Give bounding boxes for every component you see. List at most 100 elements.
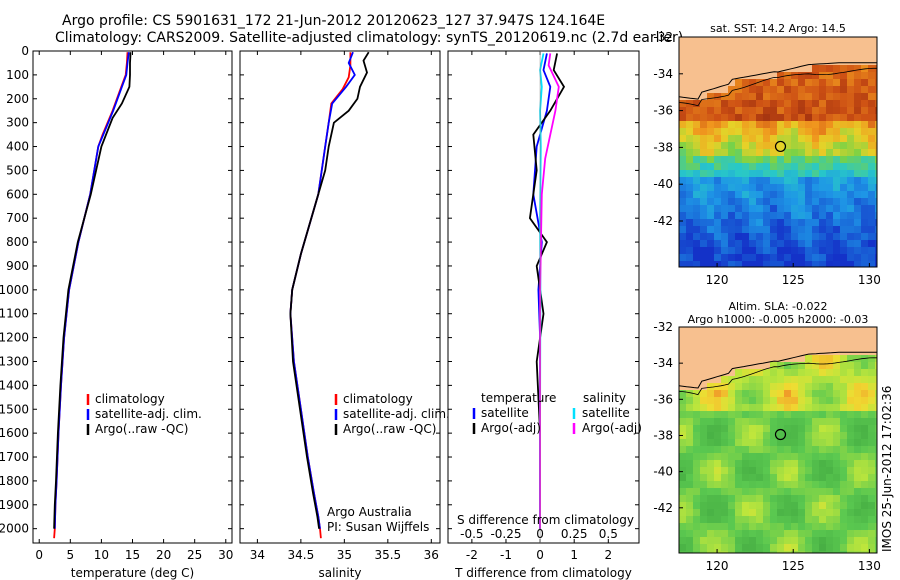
map-sst-cell [861,100,868,107]
map-sst-cell [826,44,833,51]
map-sla-cell [798,397,805,404]
map-sst-cell [749,142,756,149]
map-sst-cell [749,100,756,107]
map-sst-cell [756,58,763,65]
map-sst-cell [819,261,826,267]
temperature-xtick-label: 20 [156,548,171,562]
map-sla-cell [791,425,798,432]
map-sla-cell [721,516,728,523]
map-sst-cell [861,240,868,247]
map-sst-cell [840,121,847,128]
map-sla-cell [756,488,763,495]
map-sla-cell [700,362,707,369]
map-sst-cell [868,86,875,93]
map-sst-cell [777,198,784,205]
map-sla-cell [784,411,791,418]
map-sla-cell [700,397,707,404]
map-sst-cell [679,121,686,128]
map-sla-cell [756,383,763,390]
map-sst-cell [742,135,749,142]
map-sla-cell [840,530,847,537]
map-sla-cell [693,411,700,418]
map-sla-cell [847,446,854,453]
map-sla-cell [812,474,819,481]
map-sla-cell [833,488,840,495]
map-sst-cell [840,205,847,212]
map-sla-cell [805,509,812,516]
map-sst-cell [812,226,819,233]
map-sla-cell [784,502,791,509]
map-sst-cell [700,149,707,156]
map-sst-cell [770,65,777,72]
map-sla-cell [819,425,826,432]
map-sst-cell [721,177,728,184]
map-sla-cell [749,348,756,355]
map-sst-cell [749,240,756,247]
map-sst-cell [721,100,728,107]
map-sst-cell [770,135,777,142]
map-sla-cell [700,383,707,390]
map-sst-cell [833,135,840,142]
map-sst-cell [756,219,763,226]
map-sst-cell [777,170,784,177]
map-sst-cell [763,37,770,44]
map-sla-cell [770,453,777,460]
map-sla-cell [826,348,833,355]
map-sst-cell [721,212,728,219]
map-sla-cell [721,544,728,551]
map-sla-cell [840,341,847,348]
map-sst-cell [728,142,735,149]
map-sst-cell [854,44,861,51]
map-sla-cell [777,481,784,488]
map-sst-cell [854,226,861,233]
map-sst-cell [721,198,728,205]
map-sst-ytick-label: -34 [653,67,673,81]
map-sst-cell [819,107,826,114]
map-sst-cell [784,114,791,121]
map-sst-cell [749,121,756,128]
map-sst-cell [742,212,749,219]
map-sst-cell [777,240,784,247]
map-sst-cell [756,212,763,219]
map-sla-cell [840,362,847,369]
map-sla-cell [875,551,877,553]
map-sla-cell [679,355,686,362]
map-sst-cell [686,254,693,261]
map-sla-cell [777,453,784,460]
map-sst-cell [679,226,686,233]
map-sst-cell [819,100,826,107]
map-sla-cell [693,418,700,425]
map-sst-cell [840,184,847,191]
map-sla-cell [805,481,812,488]
map-sst-cell [728,198,735,205]
map-sst-cell [714,254,721,261]
map-sst-cell [749,184,756,191]
map-sst-cell [784,149,791,156]
map-sla-cell [763,376,770,383]
map-sla-ytick-label: -34 [653,356,673,370]
map-sst-cell [854,107,861,114]
map-sst-cell [735,261,742,267]
map-sla-cell [819,355,826,362]
map-sst-cell [826,170,833,177]
map-sla-cell [847,537,854,544]
map-sla-cell [868,537,875,544]
map-sst-cell [826,205,833,212]
map-sst-cell [812,142,819,149]
map-sst-cell [875,205,877,212]
difference-legend-title: salinity [583,391,626,405]
map-sst-cell [756,135,763,142]
map-sst-cell [770,261,777,267]
map-sst-cell [742,254,749,261]
map-sst-cell [693,37,700,44]
map-sst-cell [854,191,861,198]
map-sst-cell [847,79,854,86]
map-sst-cell [812,184,819,191]
map-sla-cell [840,348,847,355]
map-sla-cell [861,383,868,390]
map-sst-cell [728,184,735,191]
map-sst-cell [826,254,833,261]
map-sst-cell [707,93,714,100]
map-sst-cell [686,44,693,51]
map-sla-cell [728,355,735,362]
